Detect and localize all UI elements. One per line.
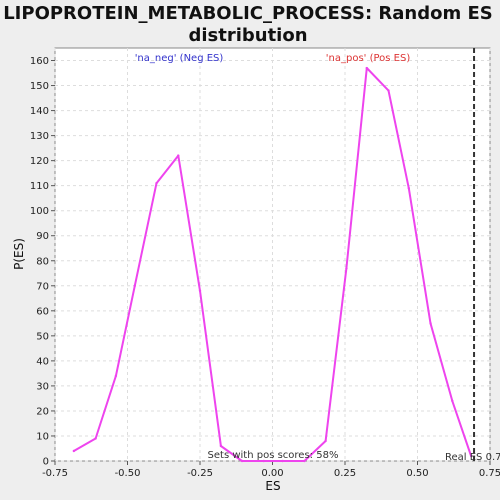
data-point bbox=[219, 444, 223, 448]
y-tick-label: 10 bbox=[36, 431, 49, 442]
data-point bbox=[365, 66, 368, 70]
series-line bbox=[73, 67, 473, 462]
y-tick-label: 100 bbox=[30, 206, 49, 217]
x-tick-label: 0.25 bbox=[334, 468, 356, 479]
y-axis-label: P(ES) bbox=[12, 238, 26, 270]
data-point bbox=[155, 181, 158, 185]
data-point bbox=[451, 399, 454, 403]
axis-ticks: 0 10 20 30 40 50 60 70 80 90 100 110 120 130 140 150 160… bbox=[30, 56, 500, 479]
data-point bbox=[72, 449, 76, 453]
y-tick-label: 20 bbox=[36, 406, 49, 417]
data-point bbox=[324, 439, 327, 443]
data-point bbox=[198, 289, 202, 292]
data-point bbox=[133, 284, 136, 287]
chart-title-line-2: distribution bbox=[188, 25, 307, 46]
x-tick-label: -0.75 bbox=[42, 468, 68, 479]
data-point bbox=[387, 89, 390, 92]
y-tick-label: 0 bbox=[43, 457, 49, 468]
y-tick-label: 150 bbox=[30, 81, 49, 92]
y-tick-label: 80 bbox=[36, 256, 49, 267]
data-point bbox=[429, 322, 432, 325]
x-tick-label: 0.75 bbox=[479, 468, 500, 479]
x-tick-label: -0.50 bbox=[115, 468, 141, 479]
pos-label: 'na_pos' (Pos ES) bbox=[326, 53, 411, 64]
y-tick-label: 50 bbox=[36, 331, 49, 342]
data-point bbox=[345, 267, 348, 270]
y-tick-label: 40 bbox=[36, 356, 49, 367]
data-point bbox=[303, 459, 306, 463]
data-point bbox=[262, 459, 265, 463]
y-tick-label: 130 bbox=[30, 131, 49, 142]
y-tick-label: 120 bbox=[30, 156, 49, 167]
data-point bbox=[114, 374, 118, 378]
x-tick-label: 0.50 bbox=[406, 468, 428, 479]
x-axis-label: ES bbox=[265, 479, 280, 493]
y-tick-label: 30 bbox=[36, 381, 49, 392]
data-point bbox=[407, 186, 410, 190]
x-tick-label: 0.00 bbox=[261, 468, 283, 479]
pos-scores-note: Sets with pos scores: 58% bbox=[208, 450, 339, 461]
data-point bbox=[240, 459, 244, 463]
series-layer bbox=[72, 66, 473, 463]
chart-title-line-1: LIPOPROTEIN_METABOLIC_PROCESS: Random ES bbox=[3, 3, 493, 24]
data-point bbox=[177, 154, 180, 157]
data-point bbox=[94, 437, 97, 440]
y-tick-label: 60 bbox=[36, 306, 49, 317]
y-tick-label: 140 bbox=[30, 106, 49, 117]
neg-label: 'na_neg' (Neg ES) bbox=[135, 53, 224, 64]
x-tick-label: -0.25 bbox=[187, 468, 213, 479]
y-tick-label: 160 bbox=[30, 56, 49, 67]
data-point bbox=[469, 454, 473, 458]
y-tick-label: 90 bbox=[36, 231, 49, 242]
data-point bbox=[281, 459, 284, 463]
y-tick-label: 70 bbox=[36, 281, 49, 292]
y-tick-label: 110 bbox=[30, 181, 49, 192]
real-es-note: Real ES 0.7 bbox=[445, 452, 500, 463]
